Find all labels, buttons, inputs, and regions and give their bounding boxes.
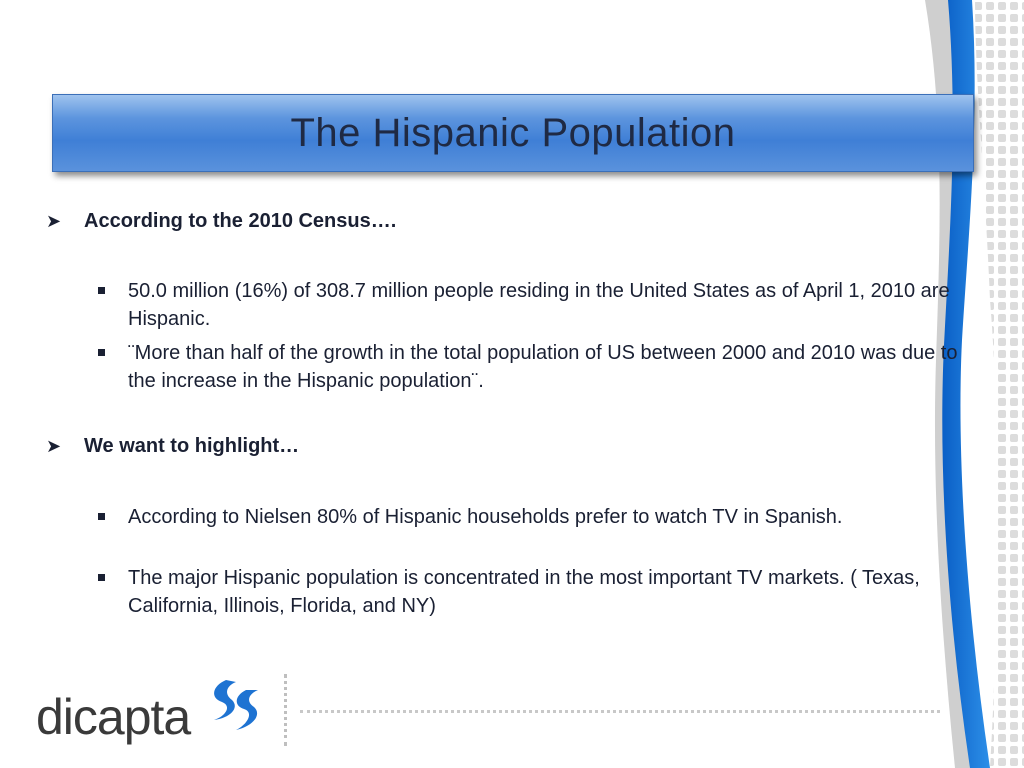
title-banner: The Hispanic Population — [52, 94, 974, 172]
slide-title: The Hispanic Population — [290, 110, 736, 155]
square-bullet-icon — [98, 513, 105, 520]
square-bullet-icon — [98, 574, 105, 581]
footer-vertical-divider — [284, 674, 287, 746]
dicapta-swoosh-logo-icon — [214, 680, 258, 730]
logo-text: dicapta — [36, 689, 191, 745]
footer-horizontal-divider — [300, 710, 940, 713]
dicapta-logo: dicapta — [36, 676, 276, 746]
square-bullet-icon — [98, 349, 105, 356]
square-bullet-icon — [98, 287, 105, 294]
arrow-bullet-icon: ➤ — [46, 436, 62, 456]
arrow-bullet-icon: ➤ — [46, 211, 62, 231]
